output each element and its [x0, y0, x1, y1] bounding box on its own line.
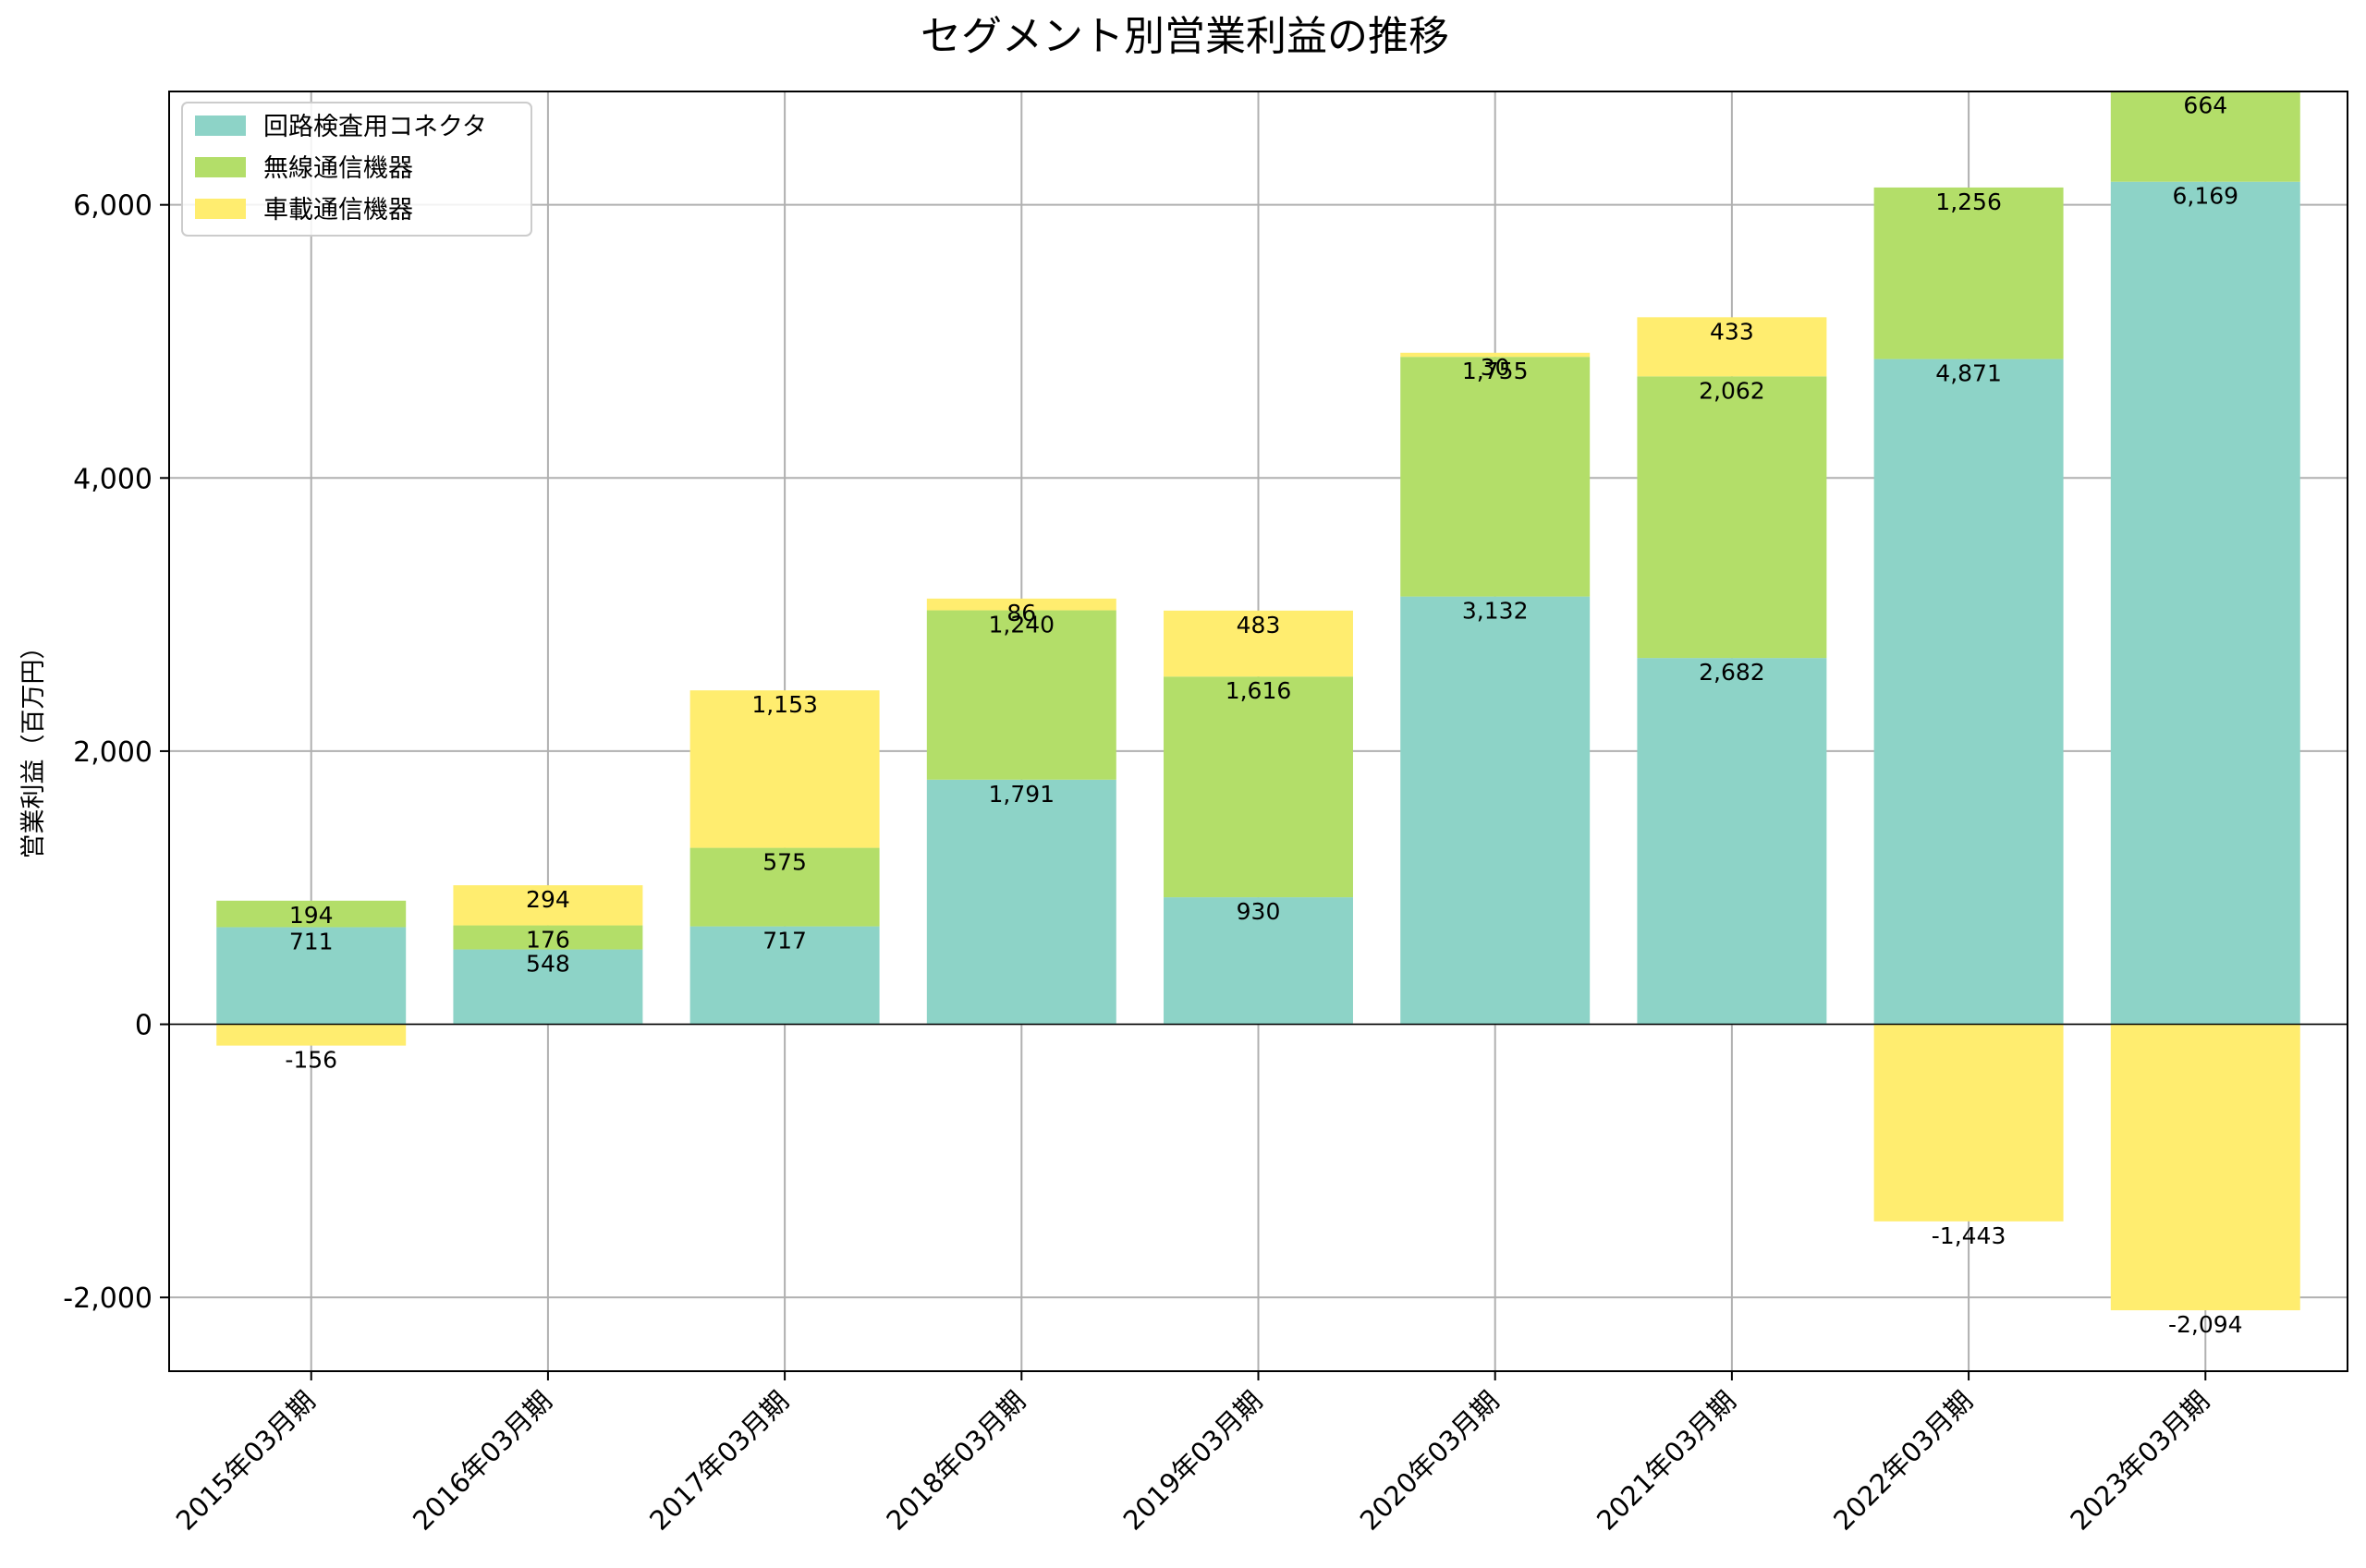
bar-segment — [1637, 658, 1827, 1025]
data-label: -1,443 — [1932, 1222, 2006, 1249]
data-label: 1,153 — [751, 691, 818, 718]
legend-label: 回路検査用コネクタ — [263, 113, 487, 141]
bar-segment — [689, 926, 880, 1025]
x-tick-label: 2021年03月期 — [1591, 1385, 1742, 1537]
bar-segment — [1637, 317, 1827, 377]
y-tick-label: 6,000 — [73, 190, 152, 223]
x-tick-label: 2015年03月期 — [170, 1385, 322, 1537]
legend-label: 車載通信機器 — [263, 196, 413, 225]
data-label: 4,871 — [1935, 360, 2002, 387]
y-axis-label: 営業利益（百万円） — [19, 635, 48, 859]
data-label: 717 — [762, 928, 807, 954]
bar-segment — [926, 779, 1116, 1025]
bar-segment — [216, 927, 407, 1025]
data-label: 548 — [526, 951, 570, 978]
x-axis: 2015年03月期 2016年03月期 2017年03月期 2018年03月期 2019… — [170, 1371, 2215, 1537]
bar-segment — [2110, 1024, 2300, 1311]
y-axis: -2,000 0 2,000 4,000 6,000 — [63, 190, 169, 1315]
data-label: 2,682 — [1699, 659, 1765, 686]
data-label: 1,240 — [989, 612, 1055, 638]
data-label: 294 — [526, 886, 570, 913]
legend-box — [181, 102, 532, 237]
y-tick-label: 4,000 — [73, 463, 152, 495]
data-label: 1,616 — [1226, 677, 1292, 704]
bar-segment — [689, 690, 880, 848]
data-label: 86 — [1006, 600, 1036, 626]
data-label: -156 — [285, 1047, 337, 1074]
x-tick-label: 2022年03月期 — [1827, 1385, 1979, 1537]
x-tick-label: 2018年03月期 — [880, 1385, 1031, 1537]
data-label: 711 — [289, 928, 334, 954]
chart-title: セグメント別営業利益の推移 — [921, 13, 1449, 60]
bar-segment — [1400, 352, 1591, 358]
x-tick-label: 2019年03月期 — [1117, 1385, 1269, 1537]
data-label: -2,094 — [2168, 1311, 2243, 1338]
data-label: 2,062 — [1699, 377, 1765, 404]
data-label: 483 — [1237, 612, 1281, 638]
bar-segment — [1873, 359, 2064, 1025]
data-label: 1,256 — [1935, 188, 2002, 215]
bar-segment — [1164, 897, 1353, 1025]
x-tick-label: 2020年03月期 — [1354, 1385, 1506, 1537]
bar-segment — [453, 925, 643, 950]
y-tick-label: -2,000 — [63, 1282, 152, 1315]
data-label: 930 — [1237, 898, 1281, 925]
bar-segment — [453, 885, 643, 926]
bar-segment — [2110, 181, 2300, 1025]
y-tick-label: 0 — [135, 1010, 152, 1042]
legend-label: 無線通信機器 — [263, 154, 413, 183]
bar-segment — [926, 610, 1116, 780]
x-tick-label: 2023年03月期 — [2064, 1385, 2215, 1537]
bar-segment — [926, 598, 1116, 611]
bar-segment — [1637, 376, 1827, 659]
data-label: 1,755 — [1462, 358, 1529, 384]
data-label: 575 — [762, 849, 807, 876]
bar-segment — [216, 900, 407, 928]
bar-segment — [1164, 610, 1353, 677]
bar-segment — [1400, 596, 1591, 1025]
legend-swatch — [195, 157, 246, 177]
bar-segment — [2110, 91, 2300, 182]
data-label: 3,132 — [1462, 598, 1529, 625]
x-tick-label: 2017年03月期 — [643, 1385, 795, 1537]
data-labels: 711 548 717 1,791 930 3,132 2,682 4,871 6,169 194… — [285, 92, 2242, 1339]
y-tick-label: 2,000 — [73, 736, 152, 769]
bar-segment — [216, 1024, 407, 1046]
bar-segment — [1873, 1024, 2064, 1222]
bar-segment — [1400, 357, 1591, 597]
data-label: 194 — [289, 902, 334, 929]
legend-swatch — [195, 199, 246, 219]
bar-segment — [689, 847, 880, 927]
data-label: 176 — [526, 927, 570, 954]
data-label: 30 — [1481, 354, 1510, 381]
data-label: 1,791 — [989, 781, 1055, 808]
bar-segment — [1873, 187, 2064, 359]
bar-segment — [1164, 676, 1353, 898]
legend-swatch — [195, 115, 246, 136]
data-label: 6,169 — [2172, 183, 2238, 210]
bars — [216, 91, 2300, 1311]
data-label: 664 — [2183, 92, 2227, 119]
x-tick-label: 2016年03月期 — [407, 1385, 558, 1537]
bar-segment — [453, 949, 643, 1025]
data-label: 433 — [1710, 318, 1754, 345]
